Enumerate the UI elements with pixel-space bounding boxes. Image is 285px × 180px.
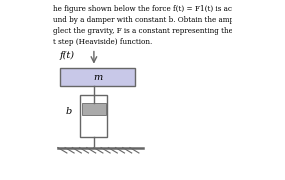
Text: t step (Heaviside) function.: t step (Heaviside) function. — [52, 38, 152, 46]
Bar — [82, 103, 106, 115]
Text: f(t): f(t) — [60, 51, 75, 60]
Text: b: b — [66, 107, 72, 116]
Text: glect the gravity, F is a constant representing the magnitude of the posed force: glect the gravity, F is a constant repre… — [52, 27, 285, 35]
Text: und by a damper with constant b. Obtain the amplitude of the force transmitted t: und by a damper with constant b. Obtain … — [52, 16, 285, 24]
Text: m: m — [93, 73, 102, 82]
Bar — [60, 68, 135, 86]
Text: he figure shown below the force f(t) = F1(t) is acting on the mass m which is co: he figure shown below the force f(t) = F… — [52, 5, 285, 13]
Bar — [80, 95, 107, 137]
